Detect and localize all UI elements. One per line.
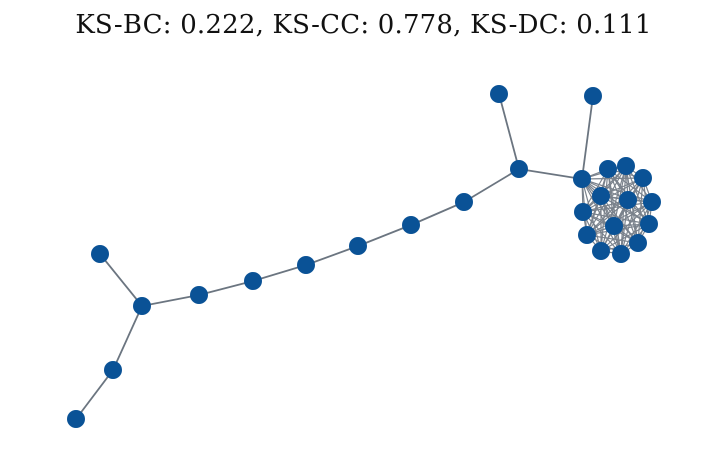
graph-node bbox=[592, 187, 610, 205]
graph-edge bbox=[305, 245, 359, 266]
graph-edge bbox=[75, 369, 114, 420]
graph-node bbox=[574, 203, 592, 221]
graph-node bbox=[190, 286, 208, 304]
graph-edge bbox=[498, 93, 520, 170]
graph-node bbox=[490, 85, 508, 103]
graph-edge bbox=[198, 280, 254, 296]
cluster-edge bbox=[582, 201, 653, 213]
cluster-edge bbox=[581, 178, 602, 252]
graph-node bbox=[599, 160, 617, 178]
graph-node bbox=[67, 410, 85, 428]
graph-node bbox=[619, 191, 637, 209]
graph-node bbox=[640, 215, 658, 233]
graph-node bbox=[244, 272, 262, 290]
cluster-edge bbox=[581, 177, 644, 180]
cluster-edge bbox=[600, 195, 650, 225]
graph-node bbox=[578, 226, 596, 244]
graph-node bbox=[297, 256, 315, 274]
cluster-edge bbox=[582, 211, 622, 255]
graph-node bbox=[133, 297, 151, 315]
cluster-edge bbox=[637, 177, 644, 244]
figure-title: KS-BC: 0.222, KS-CC: 0.778, KS-DC: 0.111 bbox=[75, 10, 652, 40]
graph-node bbox=[349, 237, 367, 255]
cluster-edge bbox=[600, 223, 650, 252]
graph-edge bbox=[581, 95, 594, 180]
graph-node bbox=[91, 245, 109, 263]
graph-edge bbox=[141, 294, 200, 307]
graph-node bbox=[402, 216, 420, 234]
cluster-edge bbox=[620, 199, 629, 255]
graph-node bbox=[104, 361, 122, 379]
cluster-edge bbox=[600, 201, 653, 252]
graph-node bbox=[455, 193, 473, 211]
graph-node bbox=[573, 170, 591, 188]
graph-node bbox=[612, 245, 630, 263]
graph-node bbox=[510, 160, 528, 178]
graph-edge bbox=[518, 168, 583, 180]
graph-edge bbox=[410, 201, 465, 226]
graph-node bbox=[605, 217, 623, 235]
graph-node bbox=[592, 242, 610, 260]
graph-edge bbox=[463, 168, 520, 203]
graph-edge bbox=[99, 253, 143, 307]
cluster-edge bbox=[582, 177, 644, 213]
graph-node bbox=[634, 169, 652, 187]
graph-node bbox=[617, 157, 635, 175]
graph-edge bbox=[112, 305, 143, 371]
graph-node bbox=[643, 193, 661, 211]
graph-edge bbox=[252, 264, 307, 282]
graph-edges bbox=[75, 93, 653, 420]
graph-nodes bbox=[67, 85, 661, 428]
cluster-edge bbox=[586, 177, 644, 236]
graph-edge bbox=[357, 224, 412, 247]
graph-node bbox=[584, 87, 602, 105]
graph-node bbox=[629, 234, 647, 252]
